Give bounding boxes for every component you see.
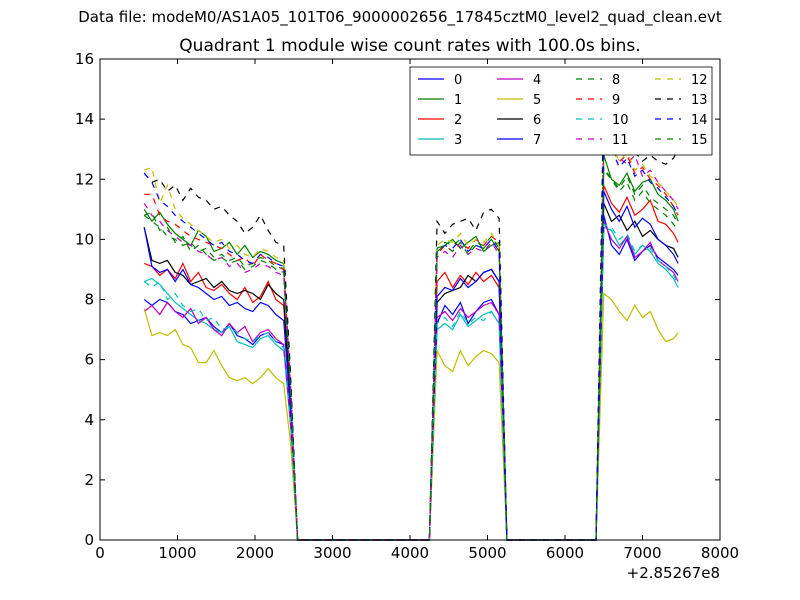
legend-label-7: 7 — [533, 133, 541, 148]
legend-label-2: 2 — [454, 113, 462, 128]
series-line-8 — [143, 165, 679, 541]
x-tick-label: 5000 — [468, 544, 506, 562]
legend-box — [409, 66, 713, 156]
x-tick-label: 3000 — [313, 544, 351, 562]
legend-label-14: 14 — [691, 113, 708, 128]
legend-label-5: 5 — [533, 93, 541, 108]
file-caption: Data file: modeM0/AS1A05_101T06_90000026… — [78, 8, 722, 26]
legend-label-12: 12 — [691, 73, 708, 88]
series-line-11 — [143, 130, 679, 541]
y-tick-label: 4 — [84, 411, 94, 429]
legend-label-6: 6 — [533, 113, 541, 128]
y-tick-label: 6 — [84, 351, 94, 369]
x-tick-label: 8000 — [701, 544, 739, 562]
y-tick-label: 16 — [75, 50, 94, 68]
x-tick-label: 1000 — [158, 544, 196, 562]
y-tick-label: 0 — [84, 531, 94, 549]
legend-label-11: 11 — [612, 133, 629, 148]
x-tick-label: 2000 — [236, 544, 274, 562]
y-tick-label: 10 — [75, 230, 94, 248]
legend-label-10: 10 — [612, 113, 629, 128]
legend-label-1: 1 — [454, 93, 462, 108]
legend-label-0: 0 — [454, 73, 462, 88]
legend-label-15: 15 — [691, 133, 708, 148]
legend-label-8: 8 — [612, 73, 620, 88]
y-tick-label: 14 — [75, 110, 94, 128]
y-tick-label: 12 — [75, 170, 94, 188]
x-tick-label: 6000 — [546, 544, 584, 562]
legend-label-4: 4 — [533, 73, 541, 88]
legend-label-13: 13 — [691, 93, 708, 108]
x-tick-label: 0 — [95, 544, 105, 562]
axis-ticks: 0 1000 2000 3000 4000 5000 6000 7000 80000246810… — [75, 50, 739, 562]
series-lines — [143, 87, 679, 541]
x-tick-label: 4000 — [391, 544, 429, 562]
legend-label-3: 3 — [454, 133, 462, 148]
chart-title: Quadrant 1 module wise count rates with … — [179, 36, 641, 56]
y-tick-label: 8 — [84, 291, 94, 309]
legend-label-9: 9 — [612, 93, 620, 108]
x-offset-label: +2.85267e8 — [627, 564, 720, 582]
y-tick-label: 2 — [84, 471, 94, 489]
x-tick-label: 7000 — [623, 544, 661, 562]
